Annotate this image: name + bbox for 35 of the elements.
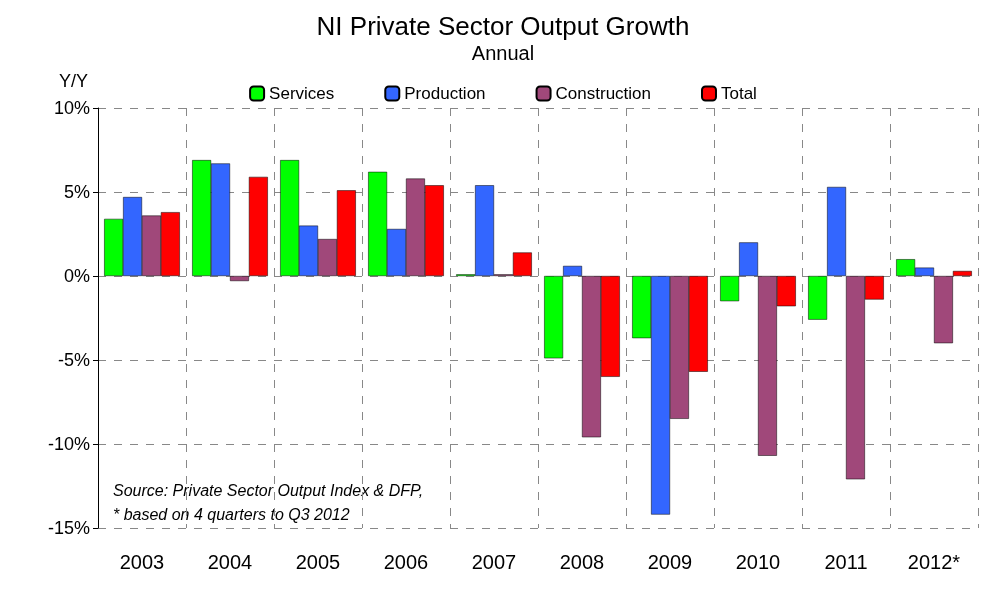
- y-tick-label: -10%: [47, 434, 90, 454]
- x-tick-label: 2011: [824, 551, 868, 573]
- x-tick-label: 2003: [119, 551, 165, 573]
- y-tick-label: 10%: [53, 98, 90, 118]
- legend-label: Services: [269, 84, 335, 103]
- bar: [563, 265, 582, 276]
- y-axis-title: Y/Y: [58, 71, 88, 91]
- annotation: Source: Private Sector Output Index & DFP,: [113, 481, 424, 499]
- bar: [952, 270, 972, 276]
- x-tick-label: 2009: [647, 551, 693, 573]
- x-tick-label: 2004: [207, 551, 253, 573]
- bar: [230, 276, 249, 282]
- x-tick-label: 2007: [471, 551, 517, 573]
- x-tick-label: 2008: [559, 551, 605, 573]
- x-tick-label: 2010: [735, 551, 781, 573]
- bar: [808, 276, 828, 320]
- legend-label: Total: [720, 84, 757, 103]
- annotation: * based on 4 quarters to Q3 2012: [113, 505, 350, 523]
- x-tick-label: 2006: [383, 551, 429, 573]
- bar: [544, 276, 564, 359]
- legend-label: Production: [404, 84, 486, 103]
- legend-label: Construction: [555, 84, 651, 103]
- y-tick-label: -15%: [47, 518, 90, 538]
- bar: [827, 186, 846, 276]
- y-tick-label: 0%: [63, 266, 90, 286]
- bar: [739, 242, 758, 276]
- chart-title: NI Private Sector Output Growth: [316, 11, 690, 41]
- y-tick-label: 5%: [63, 182, 90, 202]
- x-tick-label: 2005: [295, 551, 341, 573]
- chart-subtitle: Annual: [471, 42, 535, 64]
- y-tick-label: -5%: [57, 350, 90, 370]
- bar: [248, 176, 268, 276]
- bar: [720, 276, 740, 302]
- bar: [934, 276, 953, 344]
- x-tick-label: 2012*: [907, 551, 961, 573]
